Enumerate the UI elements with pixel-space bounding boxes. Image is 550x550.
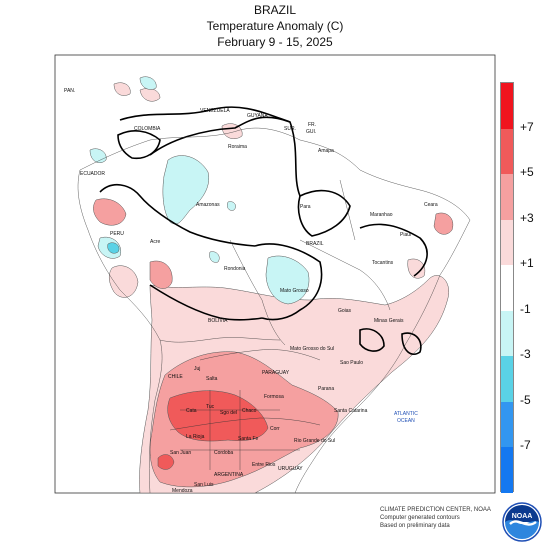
noaa-logo-text: NOAA (512, 513, 533, 520)
label-entre-rios: Entre Rios (252, 462, 276, 468)
label-peru: PERU (110, 231, 124, 237)
label-minas-gerais: Minas Gerais (374, 318, 404, 324)
label-piaui: Piaui (400, 232, 411, 238)
label-uruguay: URUGUAY (278, 466, 303, 472)
legend-label: +3 (520, 210, 534, 225)
label-atlantic: ATLANTIC (394, 411, 418, 417)
label-para: Para (300, 204, 311, 210)
credit-line-1: CLIMATE PREDICTION CENTER, NOAA (380, 507, 491, 513)
noaa-logo: NOAA (502, 502, 542, 542)
label-maranhao: Maranhao (370, 212, 393, 218)
label-bolivia: BOLIVIA (208, 318, 228, 324)
label-pan: PAN. (64, 88, 75, 94)
label-rio-grande-do-sul: Rio Grande do Sul (294, 438, 335, 444)
label-jujuy: Juj (194, 366, 200, 372)
legend-swatch (501, 265, 513, 311)
map-subtitle: Temperature Anomaly (C) (206, 19, 344, 33)
label-tuc: Tuc (206, 404, 215, 410)
legend-label: +7 (520, 119, 534, 134)
label-paraguay: PARAGUAY (262, 370, 290, 376)
label-chile: CHILE (168, 374, 183, 380)
label-gui: GUI. (306, 129, 316, 135)
map-date-range: February 9 - 15, 2025 (217, 35, 333, 49)
label-acre: Acre (150, 239, 161, 245)
label-ecuador: ECUADOR (80, 171, 105, 177)
legend-swatch (501, 447, 513, 493)
label-mato-grosso-do-sul: Mato Grosso do Sul (290, 346, 334, 352)
label-chaco: Chaco (242, 408, 257, 414)
label-brazil: BRAZIL (306, 241, 324, 247)
label-ceara: Ceara (424, 202, 438, 208)
legend-label: +1 (520, 256, 534, 271)
credit-line-2: Computer generated contours (380, 515, 460, 521)
label-mendoza: Mendoza (172, 488, 193, 494)
label-argentina: ARGENTINA (214, 472, 244, 478)
legend-swatch (501, 83, 513, 129)
label-fr: FR. (308, 122, 316, 128)
label-amazonas: Amazonas (196, 202, 220, 208)
legend-swatch (501, 356, 513, 402)
legend-swatch (501, 174, 513, 220)
label-amapa: Amapa (318, 148, 334, 154)
label-goias: Goias (338, 308, 352, 314)
legend-label: -1 (520, 301, 531, 316)
legend-swatch (501, 219, 513, 266)
label-parana: Parana (318, 386, 334, 392)
legend-swatch (501, 401, 513, 448)
label-cata: Cata (186, 408, 197, 414)
credit-line-3: Based on preliminary data (380, 523, 450, 529)
anomaly-minus1-region (162, 155, 210, 225)
label-venezuela: VENEZUELA (200, 108, 230, 114)
label-rondonia: Rondonia (224, 266, 246, 272)
credit-block: CLIMATE PREDICTION CENTER, NOAA Computer… (380, 506, 491, 530)
label-santa-catarina: Santa Catarina (334, 408, 368, 414)
legend-label: -7 (520, 438, 531, 453)
legend-label: -3 (520, 347, 531, 362)
legend-swatch (501, 310, 513, 357)
label-la-rioja: La Rioja (186, 434, 205, 440)
label-mato-grosso: Mato Grosso (280, 288, 309, 294)
legend-label: -5 (520, 392, 531, 407)
label-san-juan: San Juan (170, 450, 191, 456)
label-corr: Corr (270, 426, 280, 432)
legend-label: +5 (520, 165, 534, 180)
label-santa-fe: Santa Fe (238, 436, 259, 442)
label-roraima: Roraima (228, 144, 247, 150)
label-colombia: COLOMBIA (134, 126, 161, 132)
label-sur: SUR. (284, 126, 296, 132)
legend-color-bar (500, 82, 514, 493)
label-salta: Salta (206, 376, 218, 382)
label-cordoba: Cordoba (214, 450, 233, 456)
label-formosa: Formosa (264, 394, 284, 400)
legend-swatch (501, 128, 513, 175)
label-guyana: GUYANA (247, 113, 268, 119)
label-sao-paulo: Sao Paulo (340, 360, 363, 366)
anomaly-plus5-region-small (157, 454, 175, 470)
map-title: BRAZIL (253, 3, 296, 17)
anomaly-plus5-region (167, 390, 269, 442)
label-san-luis: San Luis (194, 482, 214, 488)
label-tocantins: Tocantins (372, 260, 394, 266)
label-ocean: OCEAN (397, 418, 415, 424)
label-sgo-del: Sgo del (220, 410, 237, 416)
